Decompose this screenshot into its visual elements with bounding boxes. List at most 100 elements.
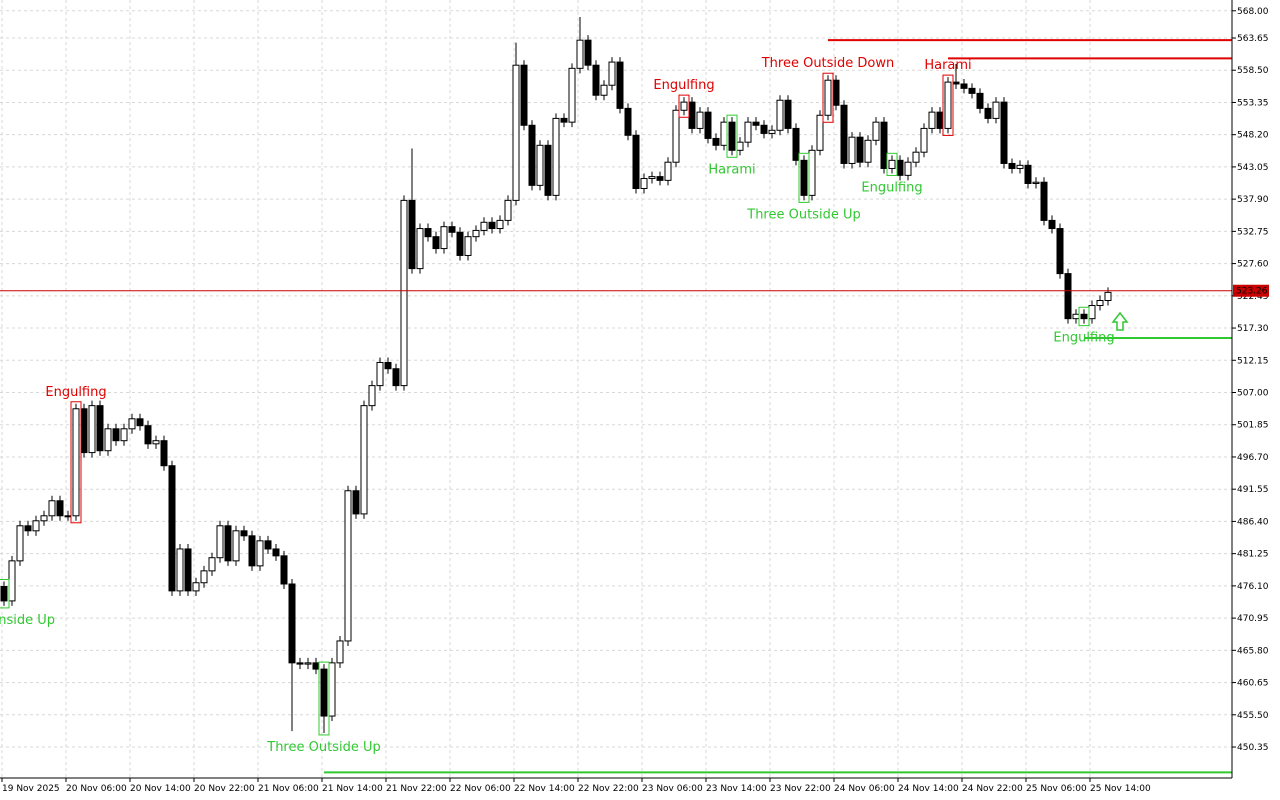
candle-body	[992, 101, 1000, 119]
candle-body	[1024, 164, 1032, 184]
x-tick-label: 23 Nov 22:00	[770, 784, 831, 794]
candle-body	[528, 124, 536, 186]
x-tick-label: 24 Nov 06:00	[834, 784, 895, 794]
candle-body	[56, 500, 64, 517]
candle-body	[112, 428, 120, 442]
pattern-label: Three Inside Up	[0, 613, 55, 628]
candle-body	[488, 221, 496, 230]
x-tick-label: 24 Nov 14:00	[898, 784, 959, 794]
y-tick-label: 553.35	[1237, 98, 1269, 108]
candle-body	[592, 64, 600, 96]
candle-body	[392, 368, 400, 387]
y-tick-label: 512.15	[1237, 356, 1269, 366]
x-tick-label: 24 Nov 22:00	[962, 784, 1023, 794]
x-tick-label: 23 Nov 06:00	[642, 784, 703, 794]
x-tick-label: 21 Nov 06:00	[258, 784, 319, 794]
candle-body	[704, 111, 712, 139]
candle-body	[536, 144, 544, 186]
candle-body	[760, 124, 768, 134]
candle-body	[776, 99, 784, 131]
candle-body	[384, 361, 392, 370]
candle-body	[880, 121, 888, 169]
candle-body	[560, 117, 568, 123]
candle-body	[600, 84, 608, 96]
x-tick-label: 25 Nov 06:00	[1026, 784, 1087, 794]
candle-body	[328, 662, 336, 717]
candle-body	[632, 134, 640, 189]
candle-body	[1016, 164, 1024, 169]
candle-body	[544, 144, 552, 196]
y-tick-label: 496.70	[1237, 453, 1269, 463]
pattern-label: Three Outside Down	[761, 56, 895, 71]
y-tick-label: 501.85	[1237, 421, 1269, 431]
candle-body	[296, 662, 304, 665]
pattern-box	[886, 152, 898, 176]
y-tick-label: 568.00	[1237, 7, 1269, 17]
candle-body	[320, 668, 328, 717]
y-tick-label: 491.55	[1237, 485, 1269, 495]
candle-body	[1104, 291, 1112, 302]
candle-body	[520, 64, 528, 126]
y-tick-label: 543.05	[1237, 163, 1269, 173]
candle-body	[720, 121, 728, 146]
candle-body	[752, 121, 760, 126]
last-price-box	[1233, 284, 1269, 297]
candle-body	[952, 81, 960, 85]
candle-body	[608, 61, 616, 86]
candle-body	[304, 662, 312, 665]
x-tick-label: 23 Nov 14:00	[706, 784, 767, 794]
x-tick-label: 20 Nov 22:00	[194, 784, 255, 794]
candle-body	[192, 582, 200, 592]
candle-body	[904, 161, 912, 176]
candle-body	[128, 418, 136, 430]
pattern-box	[70, 401, 82, 524]
x-tick-label: 22 Nov 06:00	[450, 784, 511, 794]
x-tick-label: 19 Nov 2025	[2, 784, 60, 794]
candle-body	[168, 465, 176, 592]
candle-body	[728, 121, 736, 151]
candle-body	[24, 525, 32, 532]
candle-body	[1096, 300, 1104, 307]
candle-body	[256, 540, 264, 567]
candle-body	[928, 111, 936, 129]
candle-body	[808, 149, 816, 196]
candle-body	[824, 79, 832, 116]
y-tick-label: 558.50	[1237, 66, 1269, 76]
signal-arrow	[1111, 311, 1129, 331]
candle-body	[936, 111, 944, 129]
candle-body	[416, 228, 424, 270]
y-tick-label: 517.30	[1237, 324, 1269, 334]
pattern-label: Three Outside Up	[746, 207, 860, 222]
pattern-box	[678, 94, 690, 118]
candle-body	[1008, 162, 1016, 169]
candle-body	[400, 199, 408, 387]
candle-body	[656, 176, 664, 181]
candle-body	[896, 159, 904, 176]
candle-body	[376, 361, 384, 387]
candle-body	[40, 515, 48, 522]
candle-body	[496, 219, 504, 230]
pattern-label: Engulfing	[861, 180, 922, 195]
last-price-label: 523.26	[1236, 287, 1268, 297]
candle-body	[80, 408, 88, 454]
pattern-label: Engulfing	[653, 78, 714, 93]
candle-body	[832, 79, 840, 106]
y-tick-label: 563.65	[1237, 34, 1269, 44]
candle-body	[352, 490, 360, 515]
y-tick-label: 486.40	[1237, 517, 1269, 527]
y-tick-label: 460.65	[1237, 679, 1269, 689]
candle-body	[16, 525, 24, 562]
candle-body	[984, 107, 992, 119]
candle-body	[456, 231, 464, 256]
pattern-box	[0, 578, 10, 609]
pattern-box	[1078, 306, 1090, 327]
pattern-label: Harami	[708, 162, 755, 177]
candle-body	[1056, 228, 1064, 275]
candle-body	[856, 136, 864, 163]
candle-body	[64, 515, 72, 518]
candle-body	[664, 161, 672, 181]
candle-body	[0, 586, 8, 602]
candle-body	[472, 229, 480, 238]
